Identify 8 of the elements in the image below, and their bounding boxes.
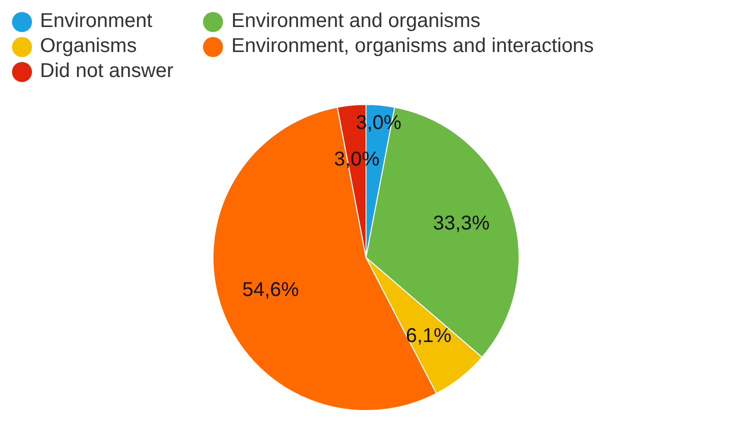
legend-label: Environment, organisms and interactions [231, 35, 594, 58]
legend-label: Organisms [40, 35, 137, 58]
data-label: 54,6% [242, 279, 300, 302]
data-label: 33,3% [432, 212, 490, 235]
data-label: 6,1% [406, 325, 452, 348]
legend-label: Did not answer [40, 60, 174, 83]
legend-label: Environment [40, 10, 152, 33]
legend-label: Environment and organisms [231, 10, 480, 33]
